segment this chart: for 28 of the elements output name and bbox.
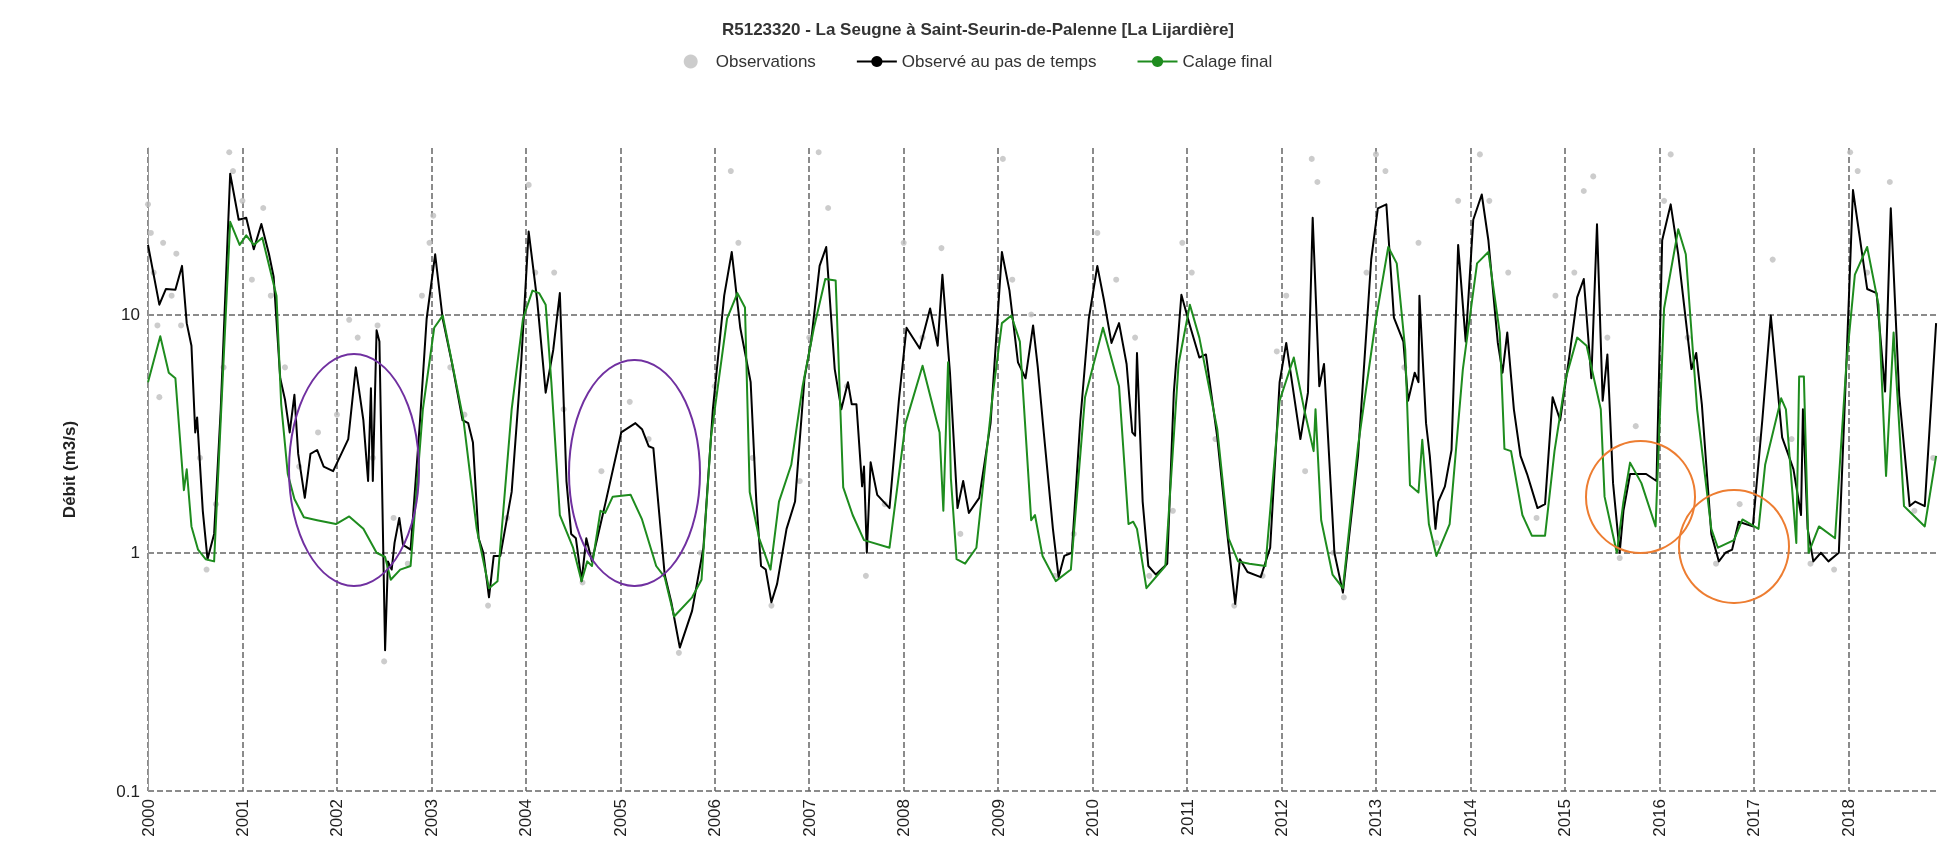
x-tick-label: 2007 xyxy=(799,799,819,837)
x-tick-label: 2000 xyxy=(138,799,158,837)
x-tick-label: 2017 xyxy=(1744,799,1764,837)
x-tick-label: 2002 xyxy=(327,799,347,837)
legend-label: Observé au pas de temps xyxy=(901,52,1097,71)
x-tick-label: 2004 xyxy=(516,799,536,837)
y-tick-label: 0.1 xyxy=(116,781,140,801)
y-tick-label: 10 xyxy=(121,305,140,325)
legend-label: Observations xyxy=(715,52,816,71)
legend-label: Calage final xyxy=(1182,52,1273,71)
x-tick-label: 2014 xyxy=(1460,799,1480,837)
x-tick-label: 2003 xyxy=(421,799,441,837)
x-tick-label: 2016 xyxy=(1649,799,1669,837)
x-tick-label: 2011 xyxy=(1177,799,1197,836)
x-tick-label: 2018 xyxy=(1838,799,1858,837)
x-tick-label: 2008 xyxy=(894,799,914,837)
x-tick-label: 2012 xyxy=(1272,799,1292,837)
x-tick-label: 2015 xyxy=(1555,799,1575,837)
x-tick-label: 2010 xyxy=(1083,799,1103,837)
y-tick-label: 1 xyxy=(130,543,140,563)
line-series xyxy=(147,220,1938,618)
x-tick-label: 2001 xyxy=(232,799,252,837)
chart-title: R5123320 - La Seugne à Saint-Seurin-de-Palenne [La Lijardière] xyxy=(721,20,1235,39)
y-axis-title: Débit (m3/s) xyxy=(60,420,79,519)
x-tick-label: 2013 xyxy=(1366,799,1386,837)
x-tick-label: 2006 xyxy=(705,799,725,837)
x-tick-label: 2009 xyxy=(988,799,1008,837)
x-tick-label: 2005 xyxy=(610,799,630,837)
